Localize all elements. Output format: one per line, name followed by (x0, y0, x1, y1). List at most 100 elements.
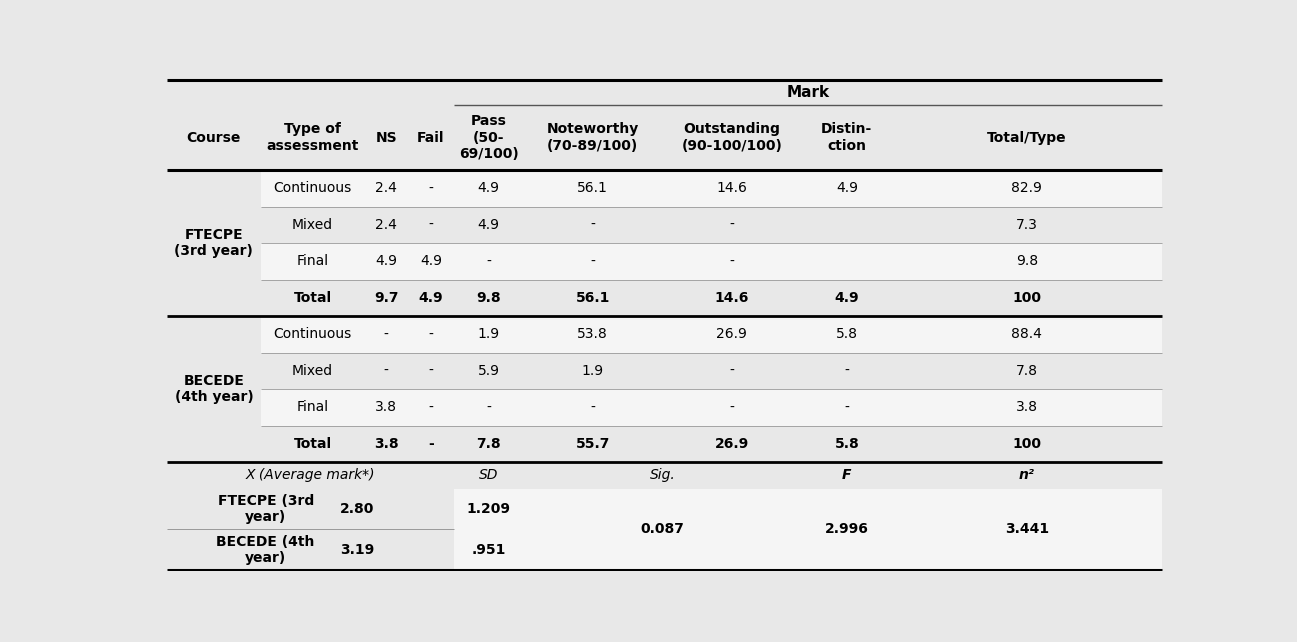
Bar (167, 170, 261, 207)
Text: Noteworthy
(70-89/100): Noteworthy (70-89/100) (546, 123, 638, 153)
Bar (261, 426, 1162, 462)
Text: 5.9: 5.9 (477, 364, 499, 378)
Text: 100: 100 (1013, 437, 1041, 451)
Bar (261, 280, 1162, 316)
Text: .951: .951 (471, 543, 506, 557)
Bar (261, 316, 1162, 352)
Text: 1.9: 1.9 (477, 327, 499, 342)
Bar (167, 207, 261, 243)
Text: 56.1: 56.1 (576, 291, 610, 305)
Text: 88.4: 88.4 (1012, 327, 1043, 342)
Text: -: - (428, 182, 433, 195)
Bar (167, 426, 261, 462)
Text: X (Average mark*): X (Average mark*) (245, 469, 375, 482)
Text: -: - (729, 364, 734, 378)
Text: -: - (384, 364, 389, 378)
Text: -: - (590, 254, 595, 268)
Text: BECEDE
(4th year): BECEDE (4th year) (175, 374, 253, 404)
Text: 2.4: 2.4 (375, 182, 397, 195)
Text: 0.087: 0.087 (641, 523, 685, 537)
Bar (167, 105, 1162, 170)
Text: Continuous: Continuous (274, 182, 351, 195)
Text: 56.1: 56.1 (577, 182, 608, 195)
Text: 53.8: 53.8 (577, 327, 608, 342)
Text: 26.9: 26.9 (716, 327, 747, 342)
Text: Mixed: Mixed (292, 364, 333, 378)
Text: Sig.: Sig. (650, 469, 676, 482)
Text: 2.4: 2.4 (375, 218, 397, 232)
Text: -: - (729, 401, 734, 415)
Text: Pass
(50-
69/100): Pass (50- 69/100) (459, 114, 519, 160)
Text: -: - (384, 327, 389, 342)
Text: 7.3: 7.3 (1016, 218, 1038, 232)
Bar (167, 352, 261, 389)
Bar (167, 530, 1162, 570)
Bar (167, 316, 261, 352)
Bar (167, 80, 1162, 105)
Text: 3.441: 3.441 (1005, 523, 1049, 537)
Text: 4.9: 4.9 (419, 291, 444, 305)
Bar (261, 170, 1162, 207)
Text: Outstanding
(90-100/100): Outstanding (90-100/100) (681, 123, 782, 153)
Text: FTECPE
(3rd year): FTECPE (3rd year) (175, 228, 253, 258)
Text: 4.9: 4.9 (834, 291, 859, 305)
Text: Final: Final (297, 401, 328, 415)
Text: -: - (428, 401, 433, 415)
Text: 55.7: 55.7 (576, 437, 610, 451)
Text: SD: SD (479, 469, 498, 482)
Text: -: - (844, 364, 850, 378)
Text: -: - (729, 254, 734, 268)
Text: 3.19: 3.19 (340, 543, 375, 557)
Text: -: - (590, 401, 595, 415)
Text: 2.80: 2.80 (340, 502, 375, 516)
Text: Total/Type: Total/Type (987, 130, 1066, 144)
Text: -: - (428, 364, 433, 378)
Bar (261, 389, 1162, 426)
Text: 1.9: 1.9 (581, 364, 603, 378)
Text: 7.8: 7.8 (476, 437, 501, 451)
Text: -: - (590, 218, 595, 232)
Bar (167, 243, 261, 280)
Text: Type of
assessment: Type of assessment (266, 123, 359, 153)
Bar (167, 170, 261, 316)
Text: Mixed: Mixed (292, 218, 333, 232)
Text: Final: Final (297, 254, 328, 268)
Text: Total: Total (293, 437, 332, 451)
Text: 9.8: 9.8 (1016, 254, 1038, 268)
Text: Mark: Mark (786, 85, 830, 100)
Text: 1.209: 1.209 (467, 502, 511, 516)
Bar (167, 389, 261, 426)
Text: -: - (486, 254, 492, 268)
Text: 5.8: 5.8 (834, 437, 859, 451)
Text: -: - (486, 401, 492, 415)
Text: 82.9: 82.9 (1012, 182, 1043, 195)
Text: 3.8: 3.8 (374, 437, 398, 451)
Text: F: F (842, 469, 852, 482)
Bar (167, 316, 261, 462)
Bar (167, 280, 261, 316)
Text: -: - (428, 218, 433, 232)
Bar (261, 243, 1162, 280)
Text: BECEDE (4th
year): BECEDE (4th year) (217, 535, 315, 565)
Text: -: - (428, 437, 433, 451)
Bar (454, 489, 1162, 570)
Text: n²: n² (1019, 469, 1035, 482)
Text: -: - (844, 401, 850, 415)
Text: 4.9: 4.9 (477, 182, 499, 195)
Text: 14.6: 14.6 (715, 291, 750, 305)
Text: 26.9: 26.9 (715, 437, 748, 451)
Text: Distin-
ction: Distin- ction (821, 123, 873, 153)
Text: 3.8: 3.8 (375, 401, 397, 415)
Bar (167, 489, 1162, 530)
Text: 14.6: 14.6 (716, 182, 747, 195)
Text: FTECPE (3rd
year): FTECPE (3rd year) (218, 494, 314, 524)
Text: 9.7: 9.7 (374, 291, 398, 305)
Text: Course: Course (187, 130, 241, 144)
Text: 9.8: 9.8 (476, 291, 501, 305)
Text: -: - (729, 218, 734, 232)
Text: 5.8: 5.8 (835, 327, 857, 342)
Bar (261, 352, 1162, 389)
Text: Fail: Fail (418, 130, 445, 144)
Text: 100: 100 (1013, 291, 1041, 305)
Text: 7.8: 7.8 (1016, 364, 1038, 378)
